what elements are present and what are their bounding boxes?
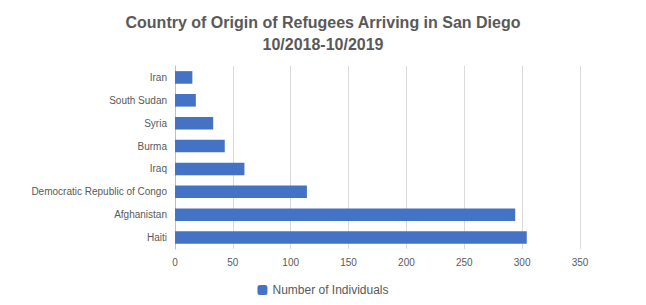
svg-text:Syria: Syria [144, 118, 167, 129]
svg-text:350: 350 [572, 257, 589, 268]
svg-text:50: 50 [227, 257, 239, 268]
svg-text:Number of Individuals: Number of Individuals [272, 283, 388, 297]
svg-text:Iraq: Iraq [150, 163, 167, 174]
svg-text:Democratic Republic of Congo: Democratic Republic of Congo [31, 186, 167, 197]
svg-text:0: 0 [172, 257, 178, 268]
svg-text:250: 250 [456, 257, 473, 268]
svg-text:300: 300 [514, 257, 531, 268]
svg-text:Afghanistan: Afghanistan [114, 209, 167, 220]
svg-text:Iran: Iran [150, 72, 167, 83]
svg-text:200: 200 [398, 257, 415, 268]
svg-text:South Sudan: South Sudan [109, 95, 167, 106]
svg-text:Country of Origin of Refugees: Country of Origin of Refugees Arriving i… [126, 14, 521, 31]
svg-text:100: 100 [282, 257, 299, 268]
svg-text:10/2018-10/2019: 10/2018-10/2019 [263, 36, 384, 53]
svg-text:150: 150 [340, 257, 357, 268]
svg-text:Burma: Burma [138, 141, 168, 152]
svg-text:Haiti: Haiti [147, 232, 167, 243]
